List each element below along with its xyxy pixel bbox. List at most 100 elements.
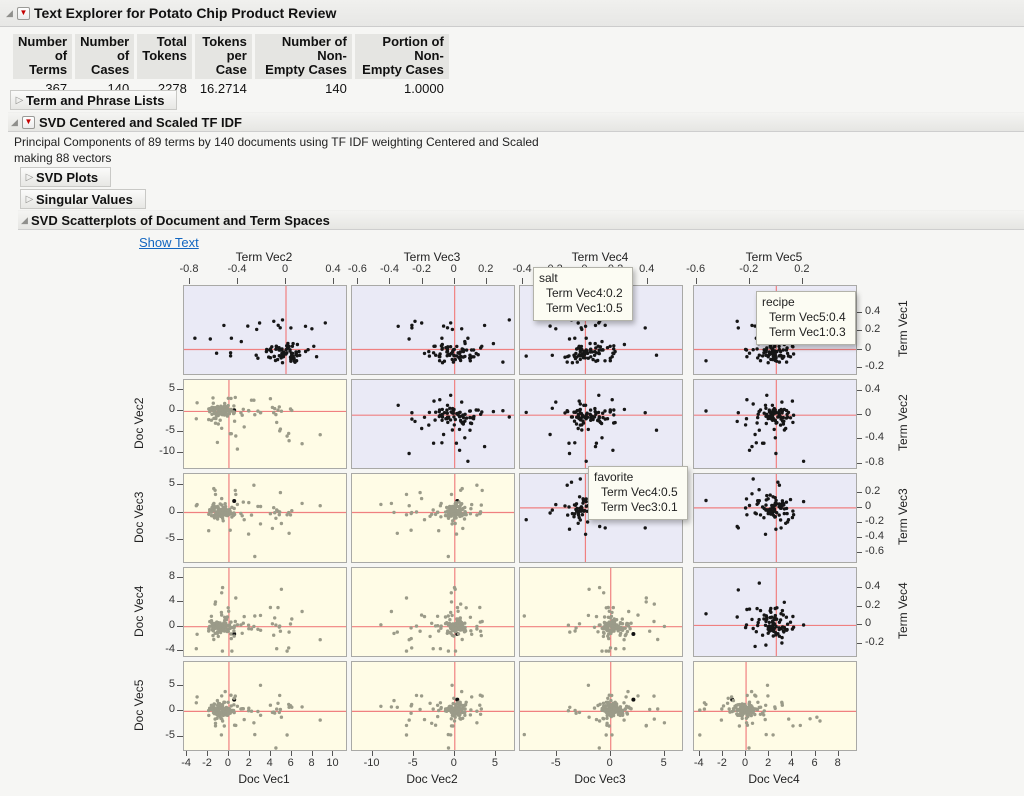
red-triangle-menu-button[interactable]: ▼ [22, 115, 35, 129]
tick-mark [856, 312, 862, 314]
tick-label: 0 [168, 504, 175, 517]
tick-mark [177, 484, 183, 485]
scatter-cell-r4c3-doc[interactable] [519, 567, 683, 657]
tick-label: -5 [165, 424, 175, 437]
axis-title-term-vec2: Term Vec2 [235, 250, 293, 264]
scatter-cell-r3c2-doc[interactable] [351, 473, 515, 563]
disclosure-open-icon[interactable]: ◢ [6, 7, 13, 18]
tick-label: -5 [165, 728, 175, 741]
tick-mark [837, 750, 839, 756]
disclosure-closed-icon[interactable]: ▷ [15, 94, 24, 106]
tick-mark [856, 551, 862, 553]
tick-label: -2 [717, 757, 727, 769]
scatter-cell-r1c1-term[interactable] [183, 285, 347, 375]
scatter-cell-r4c4-term[interactable] [693, 567, 857, 657]
tick-label: 0.2 [865, 484, 881, 497]
tick-mark [663, 750, 665, 756]
red-triangle-menu-button[interactable]: ▼ [17, 6, 30, 20]
tick-label: -0.4 [865, 529, 884, 542]
tick-label: 4 [168, 594, 175, 607]
tick-mark [177, 389, 183, 391]
tick-mark [856, 587, 862, 589]
scatter-cell-r2c1-doc[interactable] [183, 379, 347, 469]
tick-label: 0.2 [865, 323, 881, 336]
disclosure-closed-icon[interactable]: ▷ [25, 171, 34, 183]
tick-label: 0.4 [865, 382, 881, 395]
tick-mark [856, 624, 862, 626]
section-svd-centered-scaled[interactable]: ◢ ▼ SVD Centered and Scaled TF IDF [8, 112, 1024, 132]
disclosure-open-icon[interactable]: ◢ [21, 214, 28, 225]
section-term-and-phrase-lists[interactable]: ▷ Term and Phrase Lists [10, 90, 178, 110]
scatter-cell-r3c4-term[interactable] [693, 473, 857, 563]
tick-mark [856, 438, 862, 440]
tick-label: 4 [788, 757, 795, 769]
section-svd-plots[interactable]: ▷ SVD Plots [20, 167, 112, 187]
tooltip-salt: salt Term Vec4:0.2 Term Vec1:0.5 [533, 267, 633, 321]
scatter-cell-r2c2-term[interactable] [351, 379, 515, 469]
tick-label: -0.6 [865, 544, 884, 557]
axis-title-term-vec1: Term Vec1 [896, 300, 910, 358]
tick-label: -4 [693, 757, 704, 769]
column-header-portion-nonempty: Portion of Non- Empty Cases [354, 34, 449, 79]
tick-mark [177, 576, 183, 578]
show-text-link[interactable]: Show Text [139, 235, 199, 250]
axis-title-doc-vec4: Doc Vec4 [132, 585, 146, 637]
tick-mark [177, 511, 183, 513]
axis-title-term-vec4: Term Vec4 [571, 250, 629, 264]
axis-title-doc-vec2: Doc Vec2 [132, 397, 146, 449]
tick-label: 2 [765, 757, 772, 769]
scatter-cell-r4c1-doc[interactable] [183, 567, 347, 657]
column-header-number-of-cases: Number of Cases [75, 34, 135, 79]
tick-mark [333, 278, 334, 284]
tick-mark [856, 605, 862, 607]
scatter-cell-r3c1-doc[interactable] [183, 473, 347, 563]
axis-title-doc-vec4: Doc Vec4 [748, 772, 800, 786]
tick-mark [609, 750, 611, 756]
tick-mark [177, 735, 183, 737]
column-header-nonempty-cases: Number of Non- Empty Cases [254, 34, 352, 79]
tick-mark [177, 625, 183, 627]
axis-title-doc-vec2: Doc Vec2 [406, 772, 458, 786]
tick-label: 4 [266, 757, 273, 769]
disclosure-closed-icon[interactable]: ▷ [25, 193, 34, 205]
scatter-cell-r5c2-doc[interactable] [351, 661, 515, 751]
tick-label: -4 [165, 643, 175, 656]
scatter-cell-r2c3-term[interactable] [519, 379, 683, 469]
tick-label: 0.4 [639, 263, 655, 275]
axis-title-doc-vec1: Doc Vec1 [238, 772, 290, 786]
tick-label: 0 [865, 407, 872, 420]
tick-mark [412, 750, 414, 756]
tick-mark [269, 750, 271, 756]
scatter-cell-r5c1-doc[interactable] [183, 661, 347, 751]
section-singular-values[interactable]: ▷ Singular Values [20, 189, 146, 209]
tick-label: -0.4 [865, 431, 884, 444]
tick-label: 5 [660, 757, 667, 769]
tick-label: 0 [168, 403, 175, 416]
tick-label: 5 [168, 677, 175, 690]
svd-description-line2: making 88 vectors [14, 151, 112, 165]
tick-mark [768, 750, 770, 756]
tick-mark [856, 491, 862, 493]
tick-label: 0 [281, 263, 289, 275]
tick-label: -0.6 [686, 263, 706, 275]
scatter-cell-r2c4-term[interactable] [693, 379, 857, 469]
value-portion-nonempty: 1.0000 [404, 81, 444, 96]
scatter-cell-r5c4-doc[interactable] [693, 661, 857, 751]
column-header-total-tokens: Total Tokens [137, 34, 192, 79]
scatter-cell-r4c2-doc[interactable] [351, 567, 515, 657]
tick-label: 6 [811, 757, 818, 769]
section-svd-scatterplots[interactable]: ◢ SVD Scatterplots of Document and Term … [18, 210, 1024, 230]
tick-mark [721, 750, 723, 756]
tick-mark [290, 750, 292, 756]
scatter-cell-r1c2-term[interactable] [351, 285, 515, 375]
tick-mark [748, 278, 750, 284]
tick-label: -0.8 [179, 263, 199, 275]
red-triangle-icon: ▼ [19, 8, 28, 17]
tick-label: -0.4 [380, 263, 399, 275]
tick-label: 0.2 [478, 263, 494, 275]
scatter-cell-r5c3-doc[interactable] [519, 661, 683, 751]
report-title-bar[interactable]: ◢ ▼ Text Explorer for Potato Chip Produc… [0, 0, 1024, 27]
tick-label: 0.2 [794, 263, 810, 275]
disclosure-open-icon[interactable]: ◢ [11, 116, 18, 127]
